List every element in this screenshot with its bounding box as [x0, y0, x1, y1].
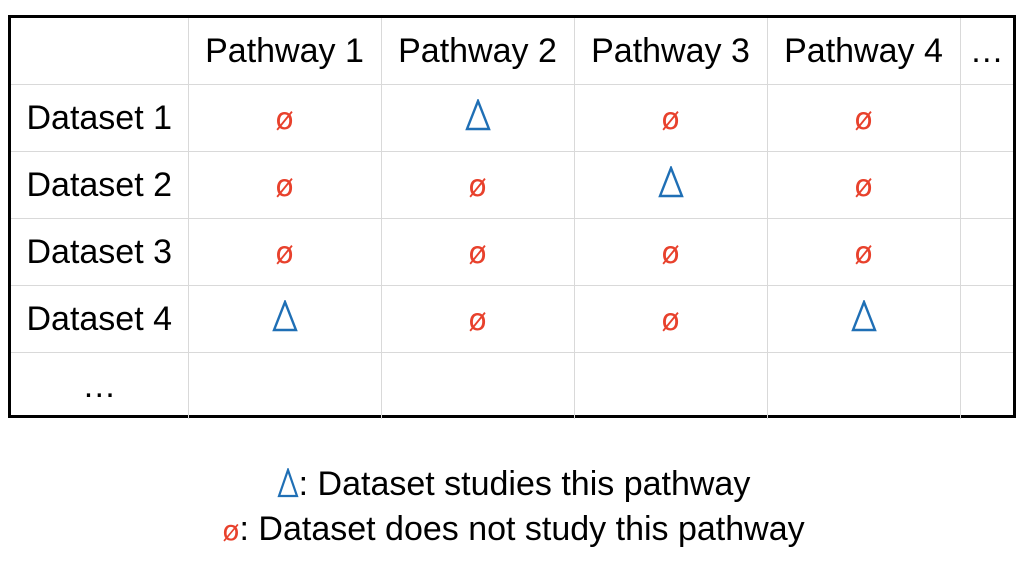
table-cell — [187, 352, 382, 419]
table-cell: ø — [766, 218, 961, 286]
table-cell: ø — [187, 84, 382, 152]
table-cell: ø — [187, 218, 382, 286]
table-cell: ø — [573, 218, 768, 286]
table-cell — [187, 285, 382, 353]
table-cell — [959, 218, 1013, 286]
row-label: Dataset 1 — [11, 84, 189, 152]
legend-present: : Dataset studies this pathway — [0, 465, 1027, 504]
empty-set-icon: ø — [661, 236, 680, 271]
table-cell — [380, 352, 575, 419]
table-row: Dataset 3 ø ø ø ø — [11, 218, 1013, 286]
table-cell — [573, 151, 768, 219]
table-cell: ø — [573, 84, 768, 152]
table-cell — [573, 352, 768, 419]
empty-set-icon: ø — [468, 169, 487, 204]
table-row: Dataset 4 ø ø — [11, 285, 1013, 353]
column-header: Pathway 4 — [766, 18, 961, 85]
empty-set-icon: ø — [854, 169, 873, 204]
table-cell: ø — [187, 151, 382, 219]
column-header: Pathway 2 — [380, 18, 575, 85]
table-cell — [959, 352, 1013, 419]
table-cell — [959, 285, 1013, 353]
triangle-icon — [464, 97, 491, 137]
legend-absent-text: : Dataset does not study this pathway — [239, 510, 805, 548]
empty-set-icon: ø — [468, 236, 487, 271]
triangle-icon — [850, 298, 877, 338]
empty-set-icon: ø — [661, 303, 680, 338]
column-header-more: … — [959, 18, 1013, 85]
empty-set-icon: ø — [661, 102, 680, 137]
table-row: Dataset 2 ø ø ø — [11, 151, 1013, 219]
table-row: Dataset 1 ø ø ø — [11, 84, 1013, 152]
table-cell: ø — [573, 285, 768, 353]
triangle-icon — [271, 298, 298, 338]
column-header: Pathway 1 — [187, 18, 382, 85]
row-label: Dataset 4 — [11, 285, 189, 353]
empty-set-icon: ø — [468, 303, 487, 338]
triangle-icon — [277, 466, 299, 504]
table-cell: ø — [380, 151, 575, 219]
row-label: Dataset 2 — [11, 151, 189, 219]
legend-absent: ø: Dataset does not study this pathway — [0, 512, 1027, 546]
empty-set-icon: ø — [275, 169, 294, 204]
table-cell — [766, 285, 961, 353]
corner-cell — [11, 18, 189, 85]
column-header: Pathway 3 — [573, 18, 768, 85]
table-cell: ø — [380, 218, 575, 286]
row-label: Dataset 3 — [11, 218, 189, 286]
empty-set-icon: ø — [854, 102, 873, 137]
table-cell — [766, 352, 961, 419]
table-row: … — [11, 352, 1013, 419]
triangle-icon — [657, 164, 684, 204]
empty-set-icon: ø — [275, 102, 294, 137]
row-label: … — [11, 352, 189, 419]
legend-present-text: : Dataset studies this pathway — [298, 465, 751, 503]
grid-table: Pathway 1 Pathway 2 Pathway 3 Pathway 4 … — [11, 18, 1013, 419]
empty-set-icon: ø — [275, 236, 294, 271]
header-row: Pathway 1 Pathway 2 Pathway 3 Pathway 4 … — [11, 18, 1013, 85]
empty-set-icon: ø — [854, 236, 873, 271]
table-cell: ø — [766, 84, 961, 152]
pathway-dataset-table: Pathway 1 Pathway 2 Pathway 3 Pathway 4 … — [8, 15, 1016, 419]
table-cell: ø — [380, 285, 575, 353]
table-cell: ø — [766, 151, 961, 219]
empty-set-icon: ø — [222, 514, 240, 547]
table-cell — [380, 84, 575, 152]
table-cell — [959, 84, 1013, 152]
table-cell — [959, 151, 1013, 219]
